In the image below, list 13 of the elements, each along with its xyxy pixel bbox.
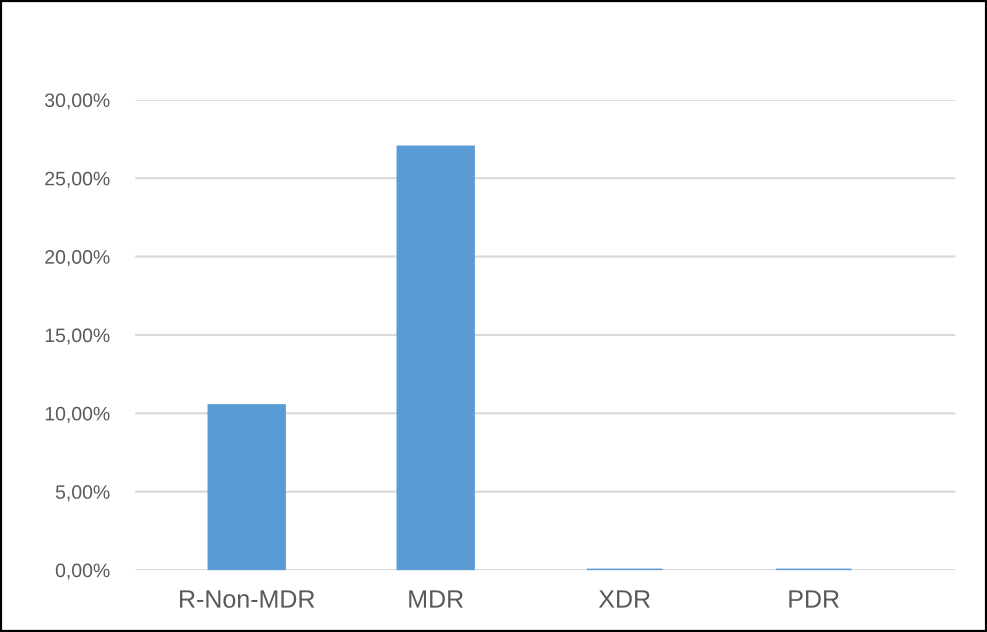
x-tick-label: R-Non-MDR	[180, 590, 314, 608]
y-tick-label: 0,00%	[56, 564, 110, 580]
y-tick-label: 30,00%	[45, 93, 110, 110]
bar	[396, 145, 475, 570]
y-tick-label: 10,00%	[46, 406, 110, 423]
x-tick-label: XDR	[598, 590, 650, 608]
x-tick-label: PDR	[789, 590, 839, 608]
bar	[208, 404, 286, 570]
y-tick-label: 5,00%	[56, 485, 110, 502]
y-tick-label: 20,00%	[45, 250, 110, 266]
x-tick-label: MDR	[409, 590, 464, 608]
y-tick-label: 25,00%	[45, 172, 110, 188]
y-tick-label: 15,00%	[46, 328, 110, 344]
